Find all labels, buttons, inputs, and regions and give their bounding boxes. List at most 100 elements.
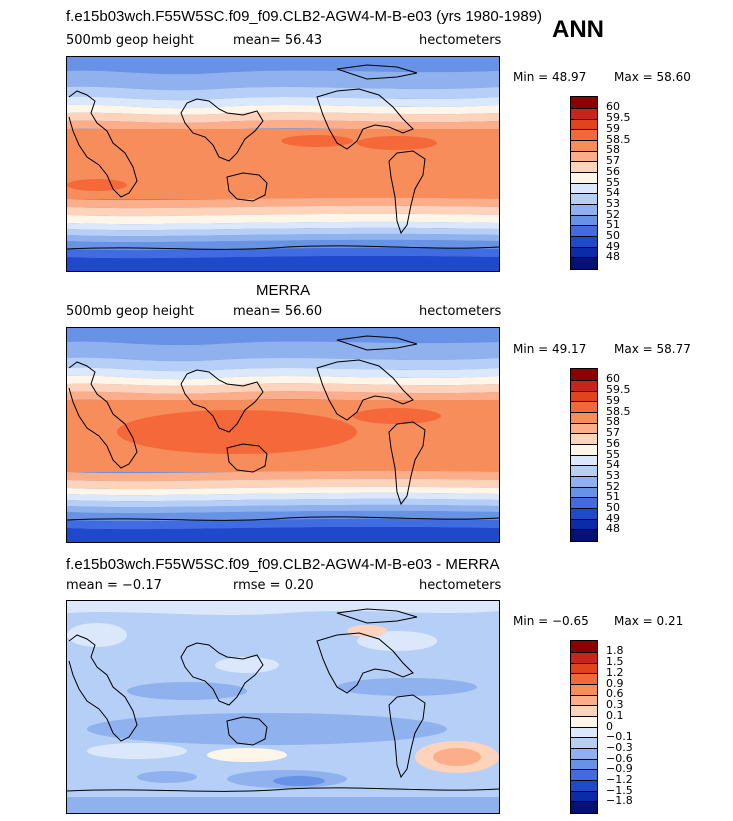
- colorbar-segment: [571, 97, 597, 108]
- colorbar-tick-label: 59.5: [606, 383, 631, 396]
- colorbar-tick-label: 57: [606, 154, 620, 167]
- panel-3-units-label: hectometers: [419, 578, 502, 593]
- colorbar-segment: [571, 129, 597, 140]
- colorbar-tick-label: 51: [606, 218, 620, 231]
- colorbar-segment: [571, 161, 597, 172]
- colorbar-segment: [571, 391, 597, 401]
- colorbar-segment: [571, 769, 597, 780]
- colorbar-segment: [571, 257, 597, 269]
- colorbar-segment: [571, 412, 597, 423]
- colorbar-tick-label: −0.3: [606, 741, 633, 754]
- colorbar-segment: [571, 204, 597, 215]
- panel-3-max: Max = 0.21: [614, 614, 684, 628]
- colorbar-tick-label: 49: [606, 512, 620, 525]
- colorbar-segment: [571, 705, 597, 716]
- colorbar-segment: [571, 791, 597, 801]
- colorbar-tick-label: 56: [606, 437, 620, 450]
- colorbar-segment: [571, 119, 597, 129]
- colorbar-segment: [571, 247, 597, 257]
- colorbar-tick-label: −1.5: [606, 784, 633, 797]
- colorbar-segment: [571, 529, 597, 541]
- colorbar-segment: [571, 465, 597, 476]
- panel-1-map: [66, 56, 500, 272]
- season-label: ANN: [552, 16, 604, 43]
- colorbar-segment: [571, 225, 597, 236]
- panel-3-map: [66, 600, 500, 814]
- colorbar-segment: [571, 183, 597, 193]
- colorbar-tick-label: 51: [606, 490, 620, 503]
- colorbar-tick-label: 53: [606, 469, 620, 482]
- colorbar-tick-label: −0.1: [606, 730, 633, 743]
- colorbar-tick-label: 58.5: [606, 133, 631, 146]
- colorbar-segment: [571, 519, 597, 529]
- colorbar-tick-label: 58: [606, 143, 620, 156]
- colorbar-tick-label: 55: [606, 448, 620, 461]
- panel-2-min: Min = 49.17: [513, 342, 587, 356]
- colorbar-segment: [571, 663, 597, 673]
- panel-2-variable-label: 500mb geop height: [66, 304, 194, 319]
- colorbar-tick-label: 59.5: [606, 111, 631, 124]
- panel-2-map: [66, 327, 500, 543]
- colorbar-segment: [571, 193, 597, 204]
- colorbar-tick-label: −1.8: [606, 794, 633, 807]
- colorbar-tick-label: 57: [606, 426, 620, 439]
- panel-2-title: MERRA: [256, 282, 311, 299]
- colorbar-tick-label: 50: [606, 229, 620, 242]
- colorbar-segment: [571, 497, 597, 508]
- colorbar-segment: [571, 759, 597, 769]
- colorbar-tick-label: 60: [606, 372, 620, 385]
- colorbar-segment: [571, 748, 597, 759]
- panel-1-colorbar: [570, 96, 598, 270]
- colorbar-tick-label: 54: [606, 186, 620, 199]
- panel-3-title: f.e15b03wch.F55W5SC.f09_f09.CLB2-AGW4-M-…: [66, 556, 500, 573]
- colorbar-segment: [571, 684, 597, 695]
- colorbar-tick-label: 1.8: [606, 644, 624, 657]
- colorbar-tick-label: 53: [606, 197, 620, 210]
- panel-3-mean-label: mean = −0.17: [66, 578, 162, 593]
- colorbar-segment: [571, 140, 597, 151]
- colorbar-tick-label: 54: [606, 458, 620, 471]
- colorbar-segment: [571, 780, 597, 791]
- colorbar-tick-label: 58.5: [606, 405, 631, 418]
- colorbar-tick-label: −1.2: [606, 773, 633, 786]
- colorbar-segment: [571, 487, 597, 497]
- colorbar-segment: [571, 401, 597, 412]
- colorbar-segment: [571, 236, 597, 247]
- panel-1-min: Min = 48.97: [513, 70, 587, 84]
- colorbar-segment: [571, 727, 597, 737]
- colorbar-segment: [571, 673, 597, 684]
- colorbar-segment: [571, 215, 597, 225]
- panel-1-mean-label: mean= 56.43: [233, 33, 323, 48]
- colorbar-tick-label: 58: [606, 415, 620, 428]
- colorbar-tick-label: 52: [606, 480, 620, 493]
- colorbar-tick-label: 59: [606, 394, 620, 407]
- colorbar-tick-label: 56: [606, 165, 620, 178]
- colorbar-tick-label: 49: [606, 240, 620, 253]
- colorbar-segment: [571, 172, 597, 183]
- colorbar-segment: [571, 476, 597, 487]
- colorbar-tick-label: −0.9: [606, 762, 633, 775]
- colorbar-tick-label: 0.1: [606, 709, 624, 722]
- panel-2-colorbar: [570, 368, 598, 542]
- colorbar-segment: [571, 641, 597, 652]
- colorbar-tick-label: 0.9: [606, 677, 624, 690]
- colorbar-tick-label: 50: [606, 501, 620, 514]
- colorbar-tick-label: 59: [606, 122, 620, 135]
- colorbar-segment: [571, 433, 597, 444]
- panel-3-rmse-label: rmse = 0.20: [233, 578, 314, 593]
- panel-1-max: Max = 58.60: [614, 70, 691, 84]
- colorbar-segment: [571, 444, 597, 455]
- colorbar-segment: [571, 737, 597, 748]
- panel-1-title: f.e15b03wch.F55W5SC.f09_f09.CLB2-AGW4-M-…: [66, 8, 543, 25]
- panel-2-mean-label: mean= 56.60: [233, 304, 323, 319]
- colorbar-segment: [571, 380, 597, 391]
- colorbar-segment: [571, 369, 597, 380]
- colorbar-segment: [571, 423, 597, 433]
- colorbar-tick-label: 1.2: [606, 666, 624, 679]
- colorbar-tick-label: 52: [606, 208, 620, 221]
- panel-3-colorbar: [570, 640, 598, 814]
- panel-1-variable-label: 500mb geop height: [66, 33, 194, 48]
- colorbar-segment: [571, 508, 597, 519]
- colorbar-segment: [571, 652, 597, 663]
- colorbar-tick-label: 48: [606, 250, 620, 263]
